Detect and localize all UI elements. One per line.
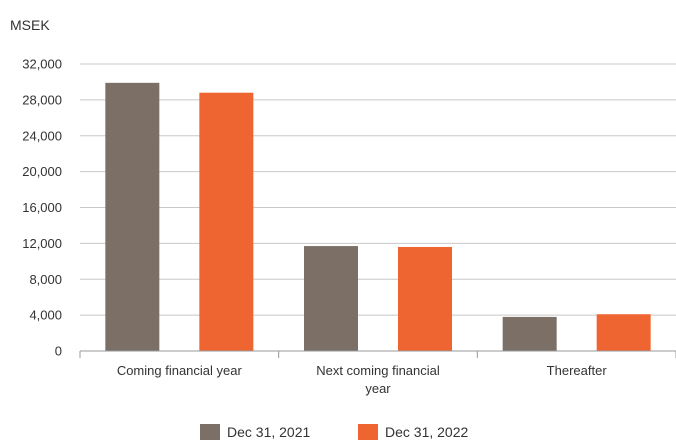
y-tick-label: 28,000: [22, 92, 62, 107]
legend-swatch: [358, 424, 378, 440]
x-axis-category-labels: Coming financial year Next coming financi…: [117, 363, 607, 396]
y-tick-label: 8,000: [29, 272, 62, 287]
y-tick-label: 12,000: [22, 236, 62, 251]
x-category-label: Next coming financial: [316, 363, 440, 378]
bar: [105, 82, 160, 351]
legend-label: Dec 31, 2021: [227, 424, 310, 440]
bars: [105, 82, 651, 351]
bar: [304, 246, 358, 351]
legend-swatch: [200, 424, 220, 440]
gridlines: [80, 63, 676, 316]
legend: Dec 31, 2021 Dec 31, 2022: [200, 424, 468, 440]
y-tick-label: 0: [55, 344, 62, 359]
x-axis: [79, 350, 676, 358]
x-category-label: Thereafter: [547, 363, 608, 378]
y-axis-ticks: 0 4,000 8,000 12,000 16,000 20,000 24,000 28,00…: [22, 57, 62, 359]
bar: [596, 314, 651, 351]
bar: [502, 316, 557, 351]
bar: [398, 246, 452, 351]
legend-label: Dec 31, 2022: [385, 424, 468, 440]
y-tick-label: 24,000: [22, 128, 62, 143]
y-tick-label: 32,000: [22, 57, 62, 72]
y-tick-label: 4,000: [29, 308, 62, 323]
x-category-label: year: [365, 381, 391, 396]
y-tick-label: 16,000: [22, 200, 62, 215]
x-category-label: Coming financial year: [117, 363, 243, 378]
bar: [199, 92, 254, 351]
y-axis-unit-label: MSEK: [10, 17, 50, 33]
y-tick-label: 20,000: [22, 164, 62, 179]
